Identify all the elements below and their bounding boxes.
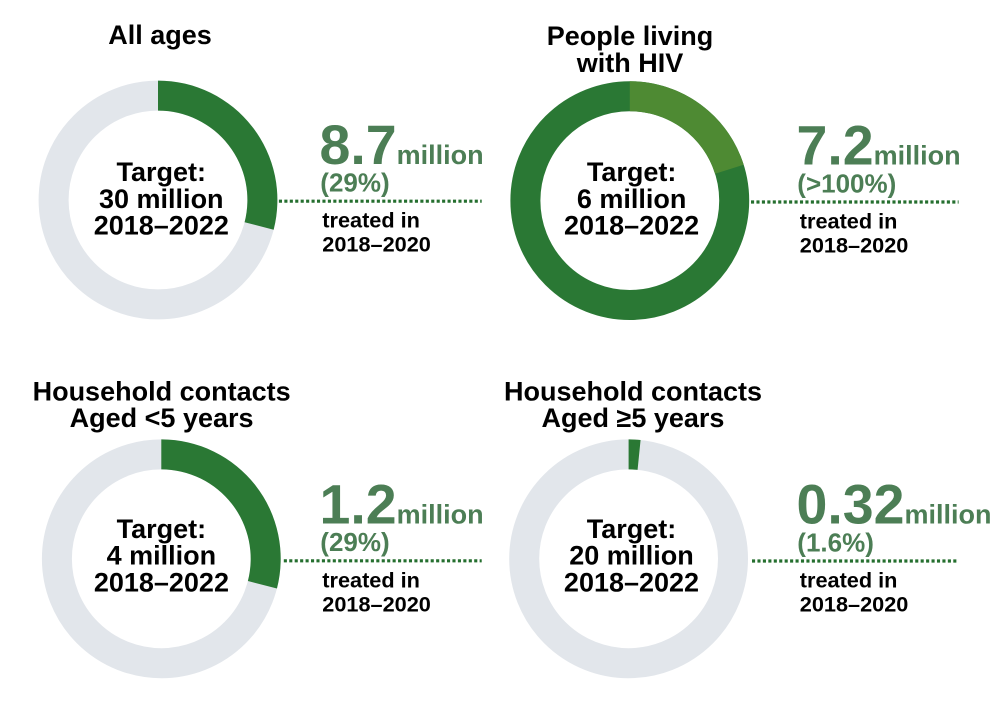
svg-text:with HIV: with HIV xyxy=(576,48,684,78)
svg-text:treated in: treated in xyxy=(800,209,898,234)
svg-text:Target:: Target: xyxy=(117,514,207,544)
svg-text:(>100%): (>100%) xyxy=(797,168,896,198)
svg-text:2018–2022: 2018–2022 xyxy=(564,567,699,597)
svg-text:2018–2022: 2018–2022 xyxy=(94,211,229,241)
svg-text:2018–2022: 2018–2022 xyxy=(94,567,229,597)
svg-text:2018–2020: 2018–2020 xyxy=(800,592,909,617)
svg-text:4 million: 4 million xyxy=(107,541,217,571)
svg-text:Aged ≥5 years: Aged ≥5 years xyxy=(542,403,725,433)
svg-text:treated in: treated in xyxy=(800,568,898,593)
svg-text:treated in: treated in xyxy=(322,208,420,233)
svg-text:Target:: Target: xyxy=(587,514,677,544)
svg-text:2018–2020: 2018–2020 xyxy=(322,232,431,257)
svg-text:2018–2022: 2018–2022 xyxy=(564,211,699,241)
svg-text:6 million: 6 million xyxy=(577,184,687,214)
svg-text:30 million: 30 million xyxy=(99,184,224,214)
svg-text:Target:: Target: xyxy=(117,157,207,187)
svg-text:(29%): (29%) xyxy=(320,527,389,557)
svg-text:treated in: treated in xyxy=(322,567,420,592)
svg-text:Aged <5 years: Aged <5 years xyxy=(70,403,254,433)
svg-text:People living: People living xyxy=(547,21,714,51)
svg-text:(1.6%): (1.6%) xyxy=(797,527,874,557)
svg-text:All ages: All ages xyxy=(108,20,212,50)
svg-text:(29%): (29%) xyxy=(320,168,389,198)
svg-text:Household contacts: Household contacts xyxy=(504,377,762,407)
svg-text:Household contacts: Household contacts xyxy=(33,377,291,407)
svg-text:2018–2020: 2018–2020 xyxy=(800,233,909,258)
svg-text:20 million: 20 million xyxy=(569,541,694,571)
svg-text:2018–2020: 2018–2020 xyxy=(322,591,431,616)
svg-text:Target:: Target: xyxy=(587,157,677,187)
